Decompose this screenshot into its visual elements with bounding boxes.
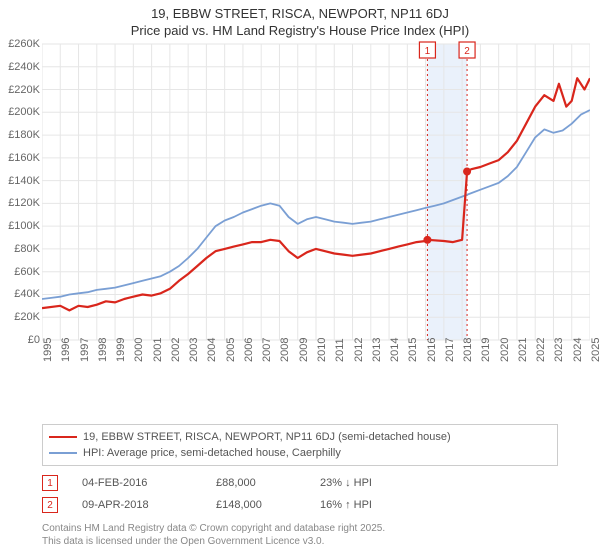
y-tick-label: £20K [14, 311, 40, 323]
legend: 19, EBBW STREET, RISCA, NEWPORT, NP11 6D… [42, 424, 558, 466]
x-tick-label: 1995 [42, 338, 54, 362]
x-tick-label: 2012 [353, 338, 365, 362]
legend-row: HPI: Average price, semi-detached house,… [49, 445, 551, 461]
marker-date: 09-APR-2018 [82, 499, 192, 511]
x-tick-label: 2022 [535, 338, 547, 362]
y-tick-label: £120K [8, 197, 40, 209]
y-tick-label: £80K [14, 243, 40, 255]
marker-delta: 16% ↑ HPI [320, 499, 420, 511]
y-tick-label: £100K [8, 220, 40, 232]
x-tick-label: 1997 [79, 338, 91, 362]
x-tick-label: 2006 [243, 338, 255, 362]
svg-text:2: 2 [464, 46, 470, 57]
marker-price: £88,000 [216, 477, 296, 489]
x-tick-label: 2017 [444, 338, 456, 362]
y-tick-label: £60K [14, 266, 40, 278]
marker-badge: 2 [42, 497, 58, 513]
svg-text:1: 1 [425, 46, 431, 57]
chart-svg: 12 [42, 38, 590, 376]
x-tick-label: 2003 [188, 338, 200, 362]
footnote-line-1: Contains HM Land Registry data © Crown c… [42, 522, 558, 535]
x-tick-label: 2015 [407, 338, 419, 362]
marker-price: £148,000 [216, 499, 296, 511]
x-tick-label: 2023 [553, 338, 565, 362]
x-tick-label: 2007 [261, 338, 273, 362]
x-tick-label: 2018 [462, 338, 474, 362]
legend-row: 19, EBBW STREET, RISCA, NEWPORT, NP11 6D… [49, 429, 551, 445]
legend-swatch [49, 452, 77, 454]
legend-label: 19, EBBW STREET, RISCA, NEWPORT, NP11 6D… [83, 431, 451, 443]
y-tick-label: £160K [8, 152, 40, 164]
y-tick-label: £240K [8, 61, 40, 73]
footnote: Contains HM Land Registry data © Crown c… [42, 522, 558, 548]
x-tick-label: 2008 [279, 338, 291, 362]
x-tick-label: 2002 [170, 338, 182, 362]
x-tick-label: 2009 [298, 338, 310, 362]
plot-area: £0 £20K £40K £60K £80K £100K £120K £140K £160K £1… [0, 38, 600, 418]
x-tick-label: 2005 [225, 338, 237, 362]
chart-titles: 19, EBBW STREET, RISCA, NEWPORT, NP11 6D… [0, 0, 600, 38]
legend-label: HPI: Average price, semi-detached house,… [83, 447, 341, 459]
marker-row: 1 04-FEB-2016 £88,000 23% ↓ HPI [42, 472, 558, 494]
x-tick-label: 2010 [316, 338, 328, 362]
x-tick-label: 2021 [517, 338, 529, 362]
x-tick-label: 2004 [206, 338, 218, 362]
y-tick-label: £220K [8, 84, 40, 96]
x-tick-label: 2013 [371, 338, 383, 362]
y-tick-label: £260K [8, 38, 40, 50]
marker-badge: 1 [42, 475, 58, 491]
title-line-1: 19, EBBW STREET, RISCA, NEWPORT, NP11 6D… [0, 6, 600, 21]
x-tick-label: 2025 [590, 338, 600, 362]
x-tick-label: 1999 [115, 338, 127, 362]
title-line-2: Price paid vs. HM Land Registry's House … [0, 23, 600, 38]
footnote-line-2: This data is licensed under the Open Gov… [42, 535, 558, 548]
x-tick-label: 2020 [499, 338, 511, 362]
x-tick-label: 2014 [389, 338, 401, 362]
y-tick-label: £140K [8, 175, 40, 187]
x-tick-label: 2000 [133, 338, 145, 362]
marker-row: 2 09-APR-2018 £148,000 16% ↑ HPI [42, 494, 558, 516]
x-tick-label: 2001 [152, 338, 164, 362]
y-tick-label: £200K [8, 106, 40, 118]
marker-date: 04-FEB-2016 [82, 477, 192, 489]
x-axis-labels: 1995 1996 1997 1998 1999 2000 2001 2002 2003 2004… [42, 340, 590, 376]
x-tick-label: 1996 [60, 338, 72, 362]
marker-table: 1 04-FEB-2016 £88,000 23% ↓ HPI 2 09-APR-2018… [42, 472, 558, 516]
x-tick-label: 1998 [97, 338, 109, 362]
x-tick-label: 2016 [426, 338, 438, 362]
y-tick-label: £180K [8, 129, 40, 141]
y-tick-label: £0 [28, 334, 40, 346]
x-tick-label: 2019 [480, 338, 492, 362]
x-tick-label: 2024 [572, 338, 584, 362]
y-tick-label: £40K [14, 288, 40, 300]
legend-swatch [49, 436, 77, 438]
marker-delta: 23% ↓ HPI [320, 477, 420, 489]
x-tick-label: 2011 [334, 338, 346, 362]
